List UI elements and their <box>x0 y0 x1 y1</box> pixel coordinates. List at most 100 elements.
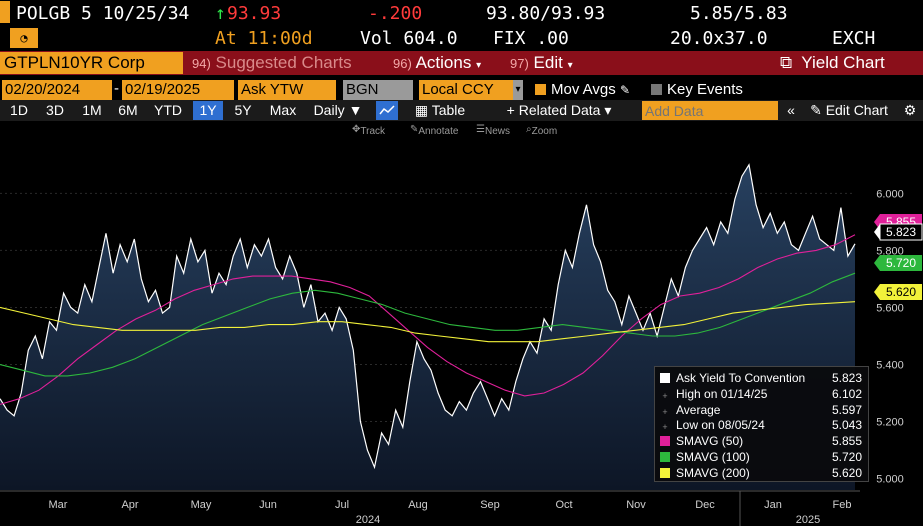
news-label: News <box>484 126 510 137</box>
controls-row: 02/20/2024 - 02/19/2025 Ask YTW BGN Loca… <box>0 79 923 101</box>
chart-toolbar: ✥ Track ✎ Annotate ☰ News ⌕ Zoom <box>0 122 923 138</box>
zoom-tool[interactable]: ⌕ Zoom <box>526 124 558 137</box>
key-events-label: Key Events <box>667 81 743 98</box>
related-data-label: Related Data <box>518 102 601 118</box>
zoom-label: Zoom <box>531 126 558 137</box>
external-link-icon: ⧉ <box>780 53 793 72</box>
last-value-pointer <box>874 284 880 300</box>
last-value-tag <box>880 284 922 300</box>
table-button[interactable]: ▦ Table <box>405 101 475 120</box>
key-events-checkbox[interactable] <box>651 84 662 95</box>
mov-avgs-toggle[interactable]: Mov Avgs ✎ <box>532 80 630 100</box>
annotate-tool[interactable]: ✎ Annotate <box>410 124 459 137</box>
yield-chart[interactable]: 5.000 5.200 5.400 5.600 5.800 6.000 Mar Apr May J… <box>0 138 923 526</box>
period-max[interactable]: Max <box>269 102 297 118</box>
add-data-input[interactable] <box>642 101 778 120</box>
x-tick-label: Apr <box>121 499 138 511</box>
currency-caret-icon[interactable]: ▾ <box>513 80 523 100</box>
chart-area[interactable]: 5.000 5.200 5.400 5.600 5.800 6.000 Mar Apr May J… <box>0 138 923 526</box>
legend-swatch <box>660 452 670 462</box>
last-value-label: 5.620 <box>886 285 916 299</box>
legend-item[interactable]: + Low on 08/05/24 <box>660 418 764 433</box>
period-6m[interactable]: 6M <box>118 102 138 118</box>
legend-item[interactable]: + High on 01/14/25 <box>660 387 767 402</box>
edit-menu[interactable]: 97) Edit ▾ <box>510 51 573 75</box>
mov-avgs-checkbox[interactable] <box>535 84 546 95</box>
period-1y[interactable]: 1Y <box>193 101 223 120</box>
legend-item[interactable]: + Average <box>660 403 720 418</box>
x-tick-label: Aug <box>408 499 428 511</box>
period-1m[interactable]: 1M <box>82 102 102 118</box>
price-up-arrow-icon: ↑ <box>215 3 226 24</box>
track-tool[interactable]: ✥ Track <box>352 124 386 137</box>
gauge-icon[interactable]: ◔ <box>10 28 38 48</box>
suggested-charts-menu[interactable]: 94) Suggested Charts <box>192 51 352 75</box>
legend-item[interactable]: SMAVG (200) <box>660 466 750 481</box>
line-chart-glyph <box>379 105 395 115</box>
edit-label: Edit <box>533 53 563 72</box>
period-ytd[interactable]: YTD <box>154 102 182 118</box>
x-tick-label: Mar <box>49 499 68 511</box>
chart-legend[interactable]: Ask Yield To Convention 5.823 + High on 01/… <box>654 366 869 482</box>
suggested-charts-number: 94) <box>192 56 211 71</box>
actions-number: 96) <box>393 56 412 71</box>
frequency-select[interactable]: Daily ▼ <box>313 102 363 118</box>
price-area <box>0 164 855 491</box>
last-value-label: 5.823 <box>886 225 916 239</box>
edit-chart-button[interactable]: ✎ Edit Chart <box>803 101 895 120</box>
security-input[interactable]: GTPLN10YR Corp <box>0 52 183 74</box>
x-tick-label: Jul <box>335 499 349 511</box>
bid-ask: 93.80/93.93 <box>486 3 606 24</box>
quote-ticker: POLGB 5 10/25/34 <box>16 3 190 24</box>
annotate-label: Annotate <box>418 126 459 137</box>
year-label: 2024 <box>356 514 380 526</box>
y-tick-label: 5.800 <box>876 245 904 257</box>
last-value-pointer <box>874 255 880 271</box>
y-tick-label: 5.400 <box>876 359 904 371</box>
sma100-line[interactable] <box>0 272 856 377</box>
sma200-line[interactable] <box>0 301 856 343</box>
mov-avgs-label: Mov Avgs <box>551 81 616 98</box>
volume: Vol 604.0 <box>360 28 458 49</box>
y-tick-label: 5.600 <box>876 302 904 314</box>
edit-chart-pencil-icon: ✎ <box>810 102 822 118</box>
legend-label: High on 01/14/25 <box>676 386 768 401</box>
legend-label: Average <box>676 402 721 417</box>
legend-value: 5.597 <box>831 402 862 417</box>
legend-swatch: + <box>662 406 668 417</box>
price-line[interactable] <box>0 163 856 470</box>
start-date-input[interactable]: 02/20/2024 <box>2 80 112 100</box>
stat-row: ◔ At 11:00d Vol 604.0 FIX .00 20.0x37.0 … <box>0 27 923 50</box>
edit-caret-icon: ▾ <box>567 60 573 71</box>
legend-item[interactable]: SMAVG (100) <box>660 450 750 465</box>
y-tick-label: 5.200 <box>876 417 904 429</box>
pencil-icon[interactable]: ✎ <box>619 83 630 97</box>
sma50-line[interactable] <box>0 234 856 405</box>
edit-number: 97) <box>510 56 529 71</box>
legend-value: 5.720 <box>831 450 862 464</box>
gear-icon[interactable]: ⚙ <box>903 102 917 118</box>
actions-menu[interactable]: 96) Actions ▾ <box>393 51 481 75</box>
field-select[interactable]: Ask YTW <box>238 80 336 100</box>
legend-item[interactable]: SMAVG (50) <box>660 434 743 449</box>
period-1d[interactable]: 1D <box>10 102 28 118</box>
source-select[interactable]: BGN <box>343 80 413 100</box>
date-separator: - <box>114 80 119 97</box>
yield-chart-title[interactable]: ⧉ Yield Chart <box>780 51 885 75</box>
news-tool[interactable]: ☰ News <box>476 124 510 137</box>
currency-select[interactable]: Local CCY <box>419 80 515 100</box>
legend-value: 5.620 <box>831 465 862 480</box>
legend-value: 5.855 <box>831 434 862 449</box>
key-events-toggle[interactable]: Key Events <box>648 80 743 100</box>
legend-item[interactable]: Ask Yield To Convention <box>660 371 805 386</box>
related-data-menu[interactable]: + Related Data ▾ <box>506 102 612 118</box>
legend-value: 5.043 <box>831 418 862 433</box>
collapse-icon[interactable]: « <box>787 102 795 118</box>
x-tick-label: Oct <box>555 499 572 511</box>
end-date-input[interactable]: 02/19/2025 <box>122 80 234 100</box>
period-3d[interactable]: 3D <box>46 102 64 118</box>
legend-label: SMAVG (50) <box>676 434 744 449</box>
period-5y[interactable]: 5Y <box>234 102 252 118</box>
line-chart-icon[interactable] <box>376 101 398 120</box>
legend-swatch: + <box>662 422 668 433</box>
